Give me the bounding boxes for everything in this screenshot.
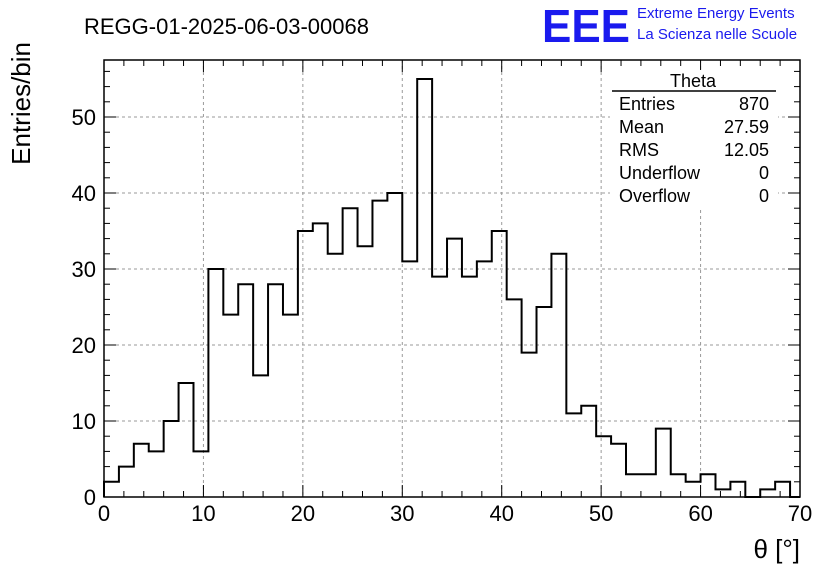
stats-label: Underflow (619, 163, 701, 183)
histogram-bin (164, 421, 179, 497)
histogram-bin (656, 429, 671, 497)
x-tick-label: 70 (788, 501, 812, 526)
histogram-bin (268, 284, 283, 497)
histogram-bin (343, 208, 358, 497)
histogram-bin (417, 79, 432, 497)
histogram-bin (328, 254, 343, 497)
y-tick-label: 40 (72, 181, 96, 206)
stats-box-background (610, 70, 778, 210)
histogram-bin (701, 474, 716, 497)
histogram-bin (134, 444, 149, 497)
histogram-bin (313, 223, 328, 497)
histogram-bin (208, 269, 223, 497)
histogram-bin (477, 261, 492, 497)
x-tick-label: 0 (98, 501, 110, 526)
stats-label: Entries (619, 94, 675, 114)
histogram-bin (179, 383, 194, 497)
y-tick-label: 50 (72, 105, 96, 130)
histogram-bin (730, 482, 745, 497)
histogram-bin (686, 482, 701, 497)
axis-ticks (103, 60, 801, 498)
stats-value: 0 (759, 186, 769, 206)
eee-logo-line1: Extreme Energy Events (637, 5, 795, 22)
histogram-bin (238, 284, 253, 497)
histogram-bin (119, 467, 134, 497)
y-tick-label: 10 (72, 409, 96, 434)
plot-frame (103, 59, 801, 498)
y-tick-label: 30 (72, 257, 96, 282)
x-tick-labels: 0 10 20 30 40 50 60 70 (98, 501, 812, 526)
x-tick-label: 10 (191, 501, 215, 526)
histogram-bin (641, 474, 656, 497)
chart-title: REGG-01-2025-06-03-00068 (84, 14, 369, 39)
histogram-bin (611, 444, 626, 497)
histogram-bin (596, 436, 611, 497)
eee-logo: EEE Extreme Energy Events La Scienza nel… (542, 0, 797, 52)
x-tick-label: 60 (688, 501, 712, 526)
histogram-bin (402, 261, 417, 497)
histogram-bin (775, 482, 790, 497)
x-tick-label: 20 (291, 501, 315, 526)
histogram-outline (103, 78, 800, 498)
stats-title: Theta (670, 71, 717, 91)
stats-value: 27.59 (724, 117, 769, 137)
x-axis-title: θ [°] (753, 534, 800, 564)
histogram-bin (372, 201, 387, 497)
stats-value: 0 (759, 163, 769, 183)
stats-label: RMS (619, 140, 659, 160)
histogram-bin (581, 406, 596, 497)
eee-logo-mark: EEE (542, 0, 630, 52)
y-tick-label: 20 (72, 333, 96, 358)
histogram-bin (104, 482, 119, 497)
x-tick-label: 40 (489, 501, 513, 526)
histogram-bin (149, 451, 164, 497)
histogram-bin (671, 474, 686, 497)
histogram-bin (283, 315, 298, 497)
histogram-bin (298, 231, 313, 497)
stats-value: 870 (739, 94, 769, 114)
stats-label: Mean (619, 117, 664, 137)
histogram-bin (432, 277, 447, 497)
histogram-bin (253, 375, 268, 497)
histogram-bin (507, 299, 522, 497)
histogram-bin (566, 413, 581, 497)
stats-value: 12.05 (724, 140, 769, 160)
histogram-bin (522, 353, 537, 497)
histogram-bin (537, 307, 552, 497)
histogram-bin (223, 315, 238, 497)
stats-label: Overflow (619, 186, 691, 206)
histogram-bin (193, 451, 208, 497)
y-tick-label: 0 (84, 485, 96, 510)
histogram-bin (760, 489, 775, 497)
histogram-bin (626, 474, 641, 497)
y-axis-title: Entries/bin (6, 42, 36, 165)
histogram-bin (358, 246, 373, 497)
y-tick-labels: 0 10 20 30 40 50 (72, 105, 96, 510)
histogram-bin (462, 277, 477, 497)
histogram-bin (715, 489, 730, 497)
histogram-bin (447, 239, 462, 497)
x-tick-label: 30 (390, 501, 414, 526)
stats-rows: Entries 870 Mean 27.59 RMS 12.05 Underflow 0 Ove… (619, 94, 769, 206)
eee-logo-line2: La Scienza nelle Scuole (637, 26, 797, 43)
stats-box: Theta Entries 870 Mean 27.59 RMS 12.05 Underfl… (610, 70, 778, 210)
histogram-bin (492, 231, 507, 497)
x-tick-label: 50 (589, 501, 613, 526)
histogram-bin (551, 254, 566, 497)
